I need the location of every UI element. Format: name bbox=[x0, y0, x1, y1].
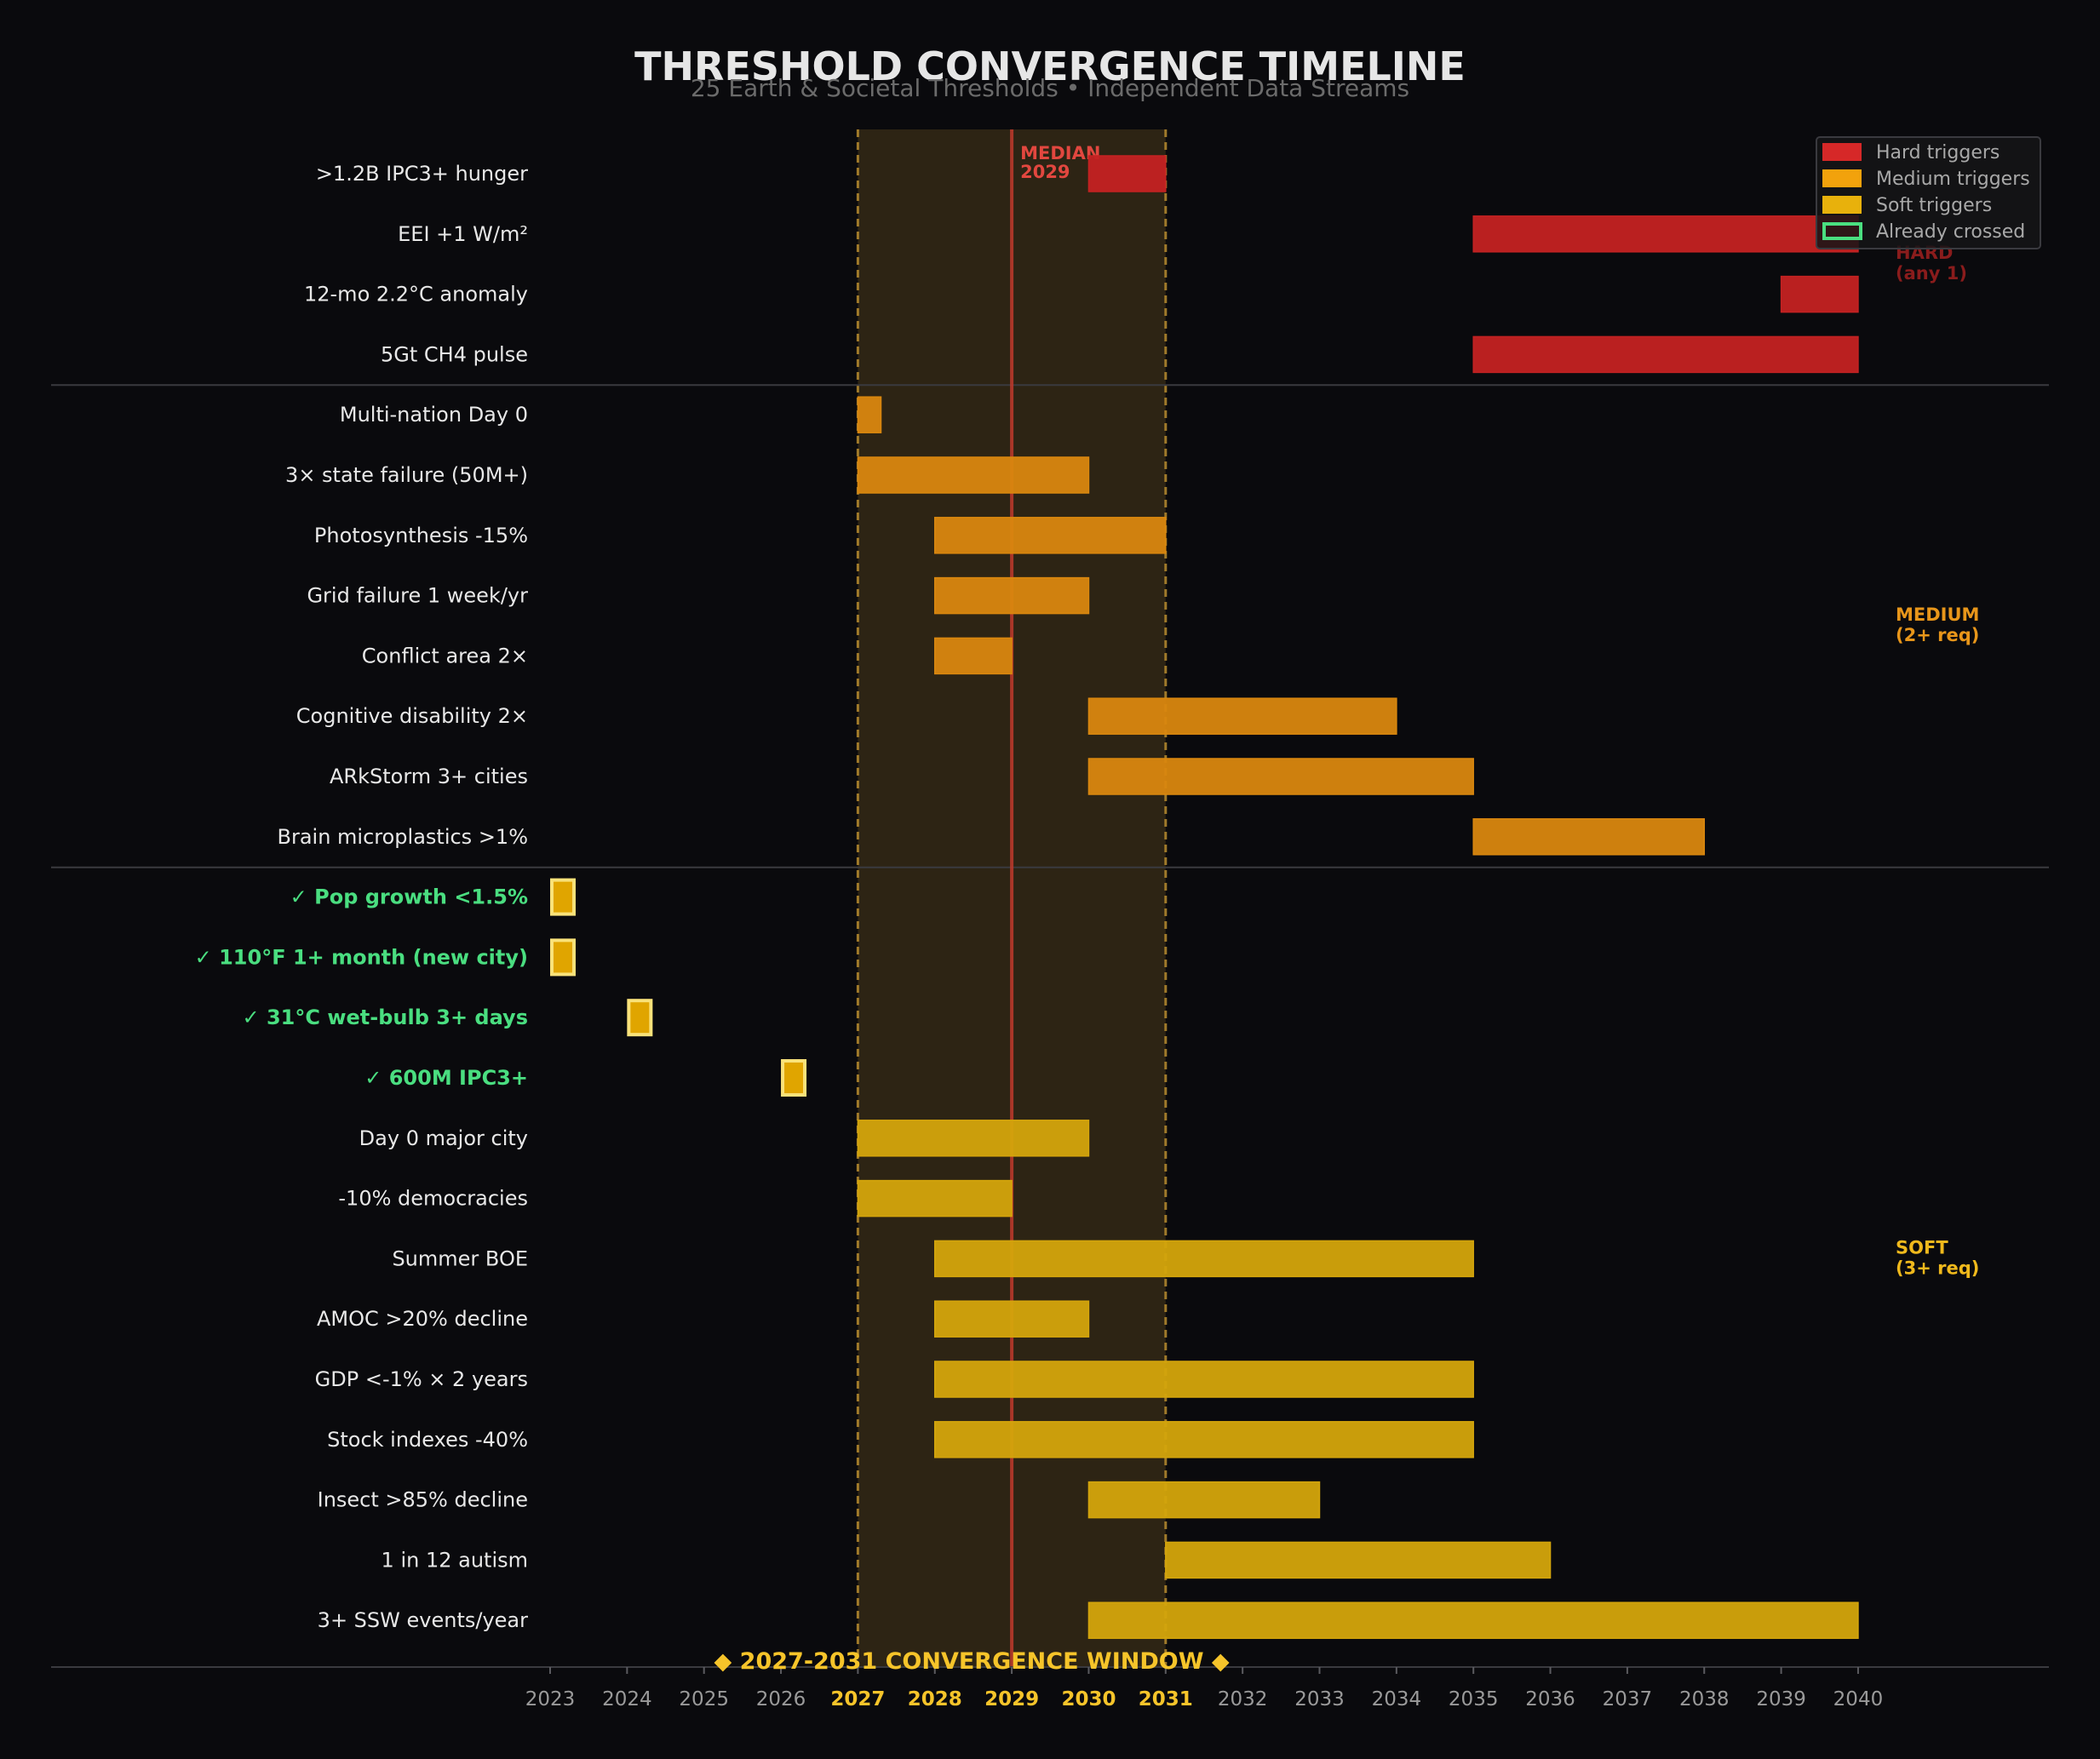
row-labels: >1.2B IPC3+ hunger EEI +1 W/m² 12-mo 2.2°C… bbox=[195, 162, 529, 1632]
median-year-label: 2029 bbox=[1020, 162, 1070, 182]
row-label: 1 in 12 autism bbox=[382, 1548, 528, 1572]
group-label-medium: MEDIUM bbox=[1896, 604, 1979, 625]
tick-label: 2032 bbox=[1218, 1688, 1268, 1710]
bar-medium bbox=[1472, 818, 1705, 856]
crossed-marker bbox=[781, 1059, 807, 1097]
row-label: Brain microplastics >1% bbox=[277, 825, 528, 849]
bar-medium bbox=[1087, 697, 1397, 735]
bar-soft bbox=[857, 1120, 1090, 1157]
bar-soft bbox=[1087, 1481, 1321, 1519]
legend-swatch-crossed bbox=[1822, 222, 1862, 240]
tick-label: 2028 bbox=[908, 1688, 962, 1710]
bar-soft bbox=[1087, 1601, 1859, 1639]
bar-soft bbox=[934, 1421, 1474, 1458]
row-label: >1.2B IPC3+ hunger bbox=[316, 162, 528, 186]
row-label: 5Gt CH4 pulse bbox=[381, 342, 528, 366]
row-label: ✓ 110°F 1+ month (new city) bbox=[195, 945, 528, 969]
legend-label: Hard triggers bbox=[1876, 142, 2000, 163]
legend-label: Medium triggers bbox=[1876, 169, 2030, 190]
group-label-soft: SOFT bbox=[1896, 1237, 1948, 1258]
row-label: 3× state failure (50M+) bbox=[285, 463, 528, 487]
convergence-window-label: ◆ 2027-2031 CONVERGENCE WINDOW ◆ bbox=[714, 1648, 1230, 1675]
row-label: ✓ 31°C wet-bulb 3+ days bbox=[243, 1006, 528, 1029]
chart-title: THRESHOLD CONVERGENCE TIMELINE bbox=[634, 43, 1466, 89]
tick-label: 2033 bbox=[1294, 1688, 1345, 1710]
row-label: Grid failure 1 week/yr bbox=[307, 584, 528, 608]
bar-hard bbox=[1087, 155, 1167, 192]
tick-label: 2030 bbox=[1061, 1688, 1116, 1710]
tick-label: 2029 bbox=[984, 1688, 1039, 1710]
bar-hard bbox=[1780, 275, 1859, 313]
bar-soft bbox=[857, 1179, 1013, 1218]
group-rule-soft: (3+ req) bbox=[1896, 1258, 1979, 1278]
row-label: Stock indexes -40% bbox=[327, 1428, 528, 1452]
row-label: Multi-nation Day 0 bbox=[340, 403, 528, 427]
bar-medium bbox=[1087, 758, 1474, 795]
tick-label: 2027 bbox=[830, 1688, 885, 1710]
crossed-marker bbox=[550, 878, 576, 916]
chart-subtitle: 25 Earth & Societal Thresholds • Indepen… bbox=[691, 74, 1409, 102]
bars-layer bbox=[550, 155, 1859, 1639]
group-rule-medium: (2+ req) bbox=[1896, 625, 1979, 645]
row-label: Photosynthesis -15% bbox=[314, 524, 528, 547]
tick-label: 2039 bbox=[1756, 1688, 1806, 1710]
legend-label: Soft triggers bbox=[1876, 195, 1992, 216]
row-label: Day 0 major city bbox=[359, 1126, 528, 1150]
tick-label: 2035 bbox=[1449, 1688, 1499, 1710]
tick-label: 2025 bbox=[679, 1688, 729, 1710]
row-label: Conflict area 2× bbox=[362, 644, 528, 668]
bar-medium bbox=[934, 517, 1167, 554]
tick-label: 2036 bbox=[1525, 1688, 1575, 1710]
legend-swatch bbox=[1822, 196, 1862, 214]
bar-hard bbox=[1472, 215, 1859, 253]
legend: Hard triggers Medium triggers Soft trigger… bbox=[1816, 136, 2041, 249]
bar-medium bbox=[934, 576, 1090, 615]
row-label: Summer BOE bbox=[392, 1246, 528, 1270]
crossed-marker bbox=[550, 938, 576, 977]
group-separators bbox=[51, 384, 2049, 868]
bar-soft bbox=[934, 1240, 1474, 1278]
x-axis: 2023 2024 2025 2026 2027 2028 2029 2030 2031 2032… bbox=[51, 1648, 2049, 1710]
row-label: Insect >85% decline bbox=[318, 1488, 528, 1512]
group-rule-hard: (any 1) bbox=[1896, 263, 1967, 284]
tick-label: 2038 bbox=[1679, 1688, 1730, 1710]
row-label: Cognitive disability 2× bbox=[296, 704, 528, 728]
tick-label: 2026 bbox=[756, 1688, 806, 1710]
bar-soft bbox=[1165, 1541, 1552, 1579]
tick-label: 2040 bbox=[1833, 1688, 1884, 1710]
legend-label: Already crossed bbox=[1876, 221, 2025, 243]
bar-medium bbox=[934, 637, 1013, 675]
bar-hard bbox=[1472, 335, 1859, 374]
bar-soft bbox=[934, 1361, 1474, 1398]
row-label: ARkStorm 3+ cities bbox=[330, 765, 528, 788]
tick-label: 2034 bbox=[1372, 1688, 1422, 1710]
crossed-marker bbox=[627, 999, 653, 1037]
row-label: 12-mo 2.2°C anomaly bbox=[304, 283, 528, 307]
row-label: EEI +1 W/m² bbox=[398, 222, 528, 246]
legend-swatch bbox=[1822, 169, 1862, 187]
bar-medium bbox=[857, 456, 1090, 494]
row-label: ✓ 600M IPC3+ bbox=[364, 1066, 528, 1090]
tick-label: 2023 bbox=[525, 1688, 576, 1710]
tick-label: 2037 bbox=[1603, 1688, 1653, 1710]
row-label: -10% democracies bbox=[338, 1187, 528, 1211]
bar-medium bbox=[857, 396, 882, 433]
row-label: AMOC >20% decline bbox=[317, 1307, 528, 1331]
tick-label: 2024 bbox=[602, 1688, 652, 1710]
bar-soft bbox=[934, 1300, 1090, 1338]
row-label: 3+ SSW events/year bbox=[318, 1608, 528, 1632]
legend-box bbox=[1816, 136, 2041, 249]
tick-label: 2031 bbox=[1139, 1688, 1193, 1710]
row-label: GDP <-1% × 2 years bbox=[315, 1367, 528, 1391]
row-label: ✓ Pop growth <1.5% bbox=[290, 885, 528, 909]
median-label: MEDIAN bbox=[1020, 143, 1100, 163]
legend-swatch bbox=[1822, 143, 1862, 161]
